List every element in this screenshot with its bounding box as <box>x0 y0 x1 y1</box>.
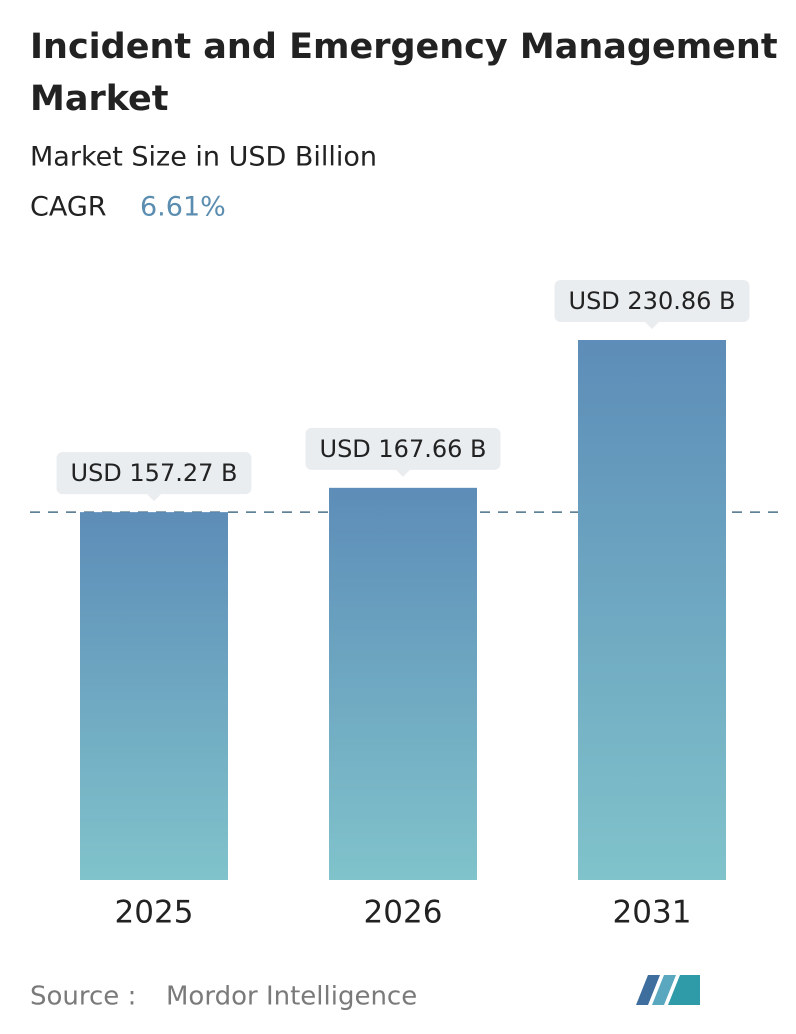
value-label-box <box>305 427 501 470</box>
bar <box>80 512 228 880</box>
cagr-value: 6.61% <box>140 192 226 223</box>
plot-area: 2025 USD 157.27 B 2026 USD 167.66 B 2031 USD … <box>30 280 782 931</box>
value-label: USD 230.86 B <box>569 287 736 315</box>
bar <box>578 340 726 880</box>
x-tick-label: 2031 <box>613 895 692 931</box>
value-label-pointer <box>645 322 659 329</box>
value-label-box <box>554 280 750 322</box>
value-label: USD 167.66 B <box>320 435 487 463</box>
source-label: Source : <box>30 982 136 1012</box>
bar <box>329 487 477 880</box>
cagr-label: CAGR <box>30 192 107 223</box>
source-name: Mordor Intelligence <box>166 982 417 1012</box>
chart-title: Incident and Emergency Management Market <box>30 27 778 119</box>
value-label-pointer <box>396 469 410 477</box>
chart-subtitle: Market Size in USD Billion <box>30 142 377 173</box>
value-label-pointer <box>147 494 161 502</box>
x-tick-label: 2026 <box>364 895 443 931</box>
x-tick-label: 2025 <box>115 895 194 931</box>
value-label: USD 157.27 B <box>71 459 238 487</box>
value-label-box <box>56 452 252 495</box>
logo <box>636 975 700 1005</box>
